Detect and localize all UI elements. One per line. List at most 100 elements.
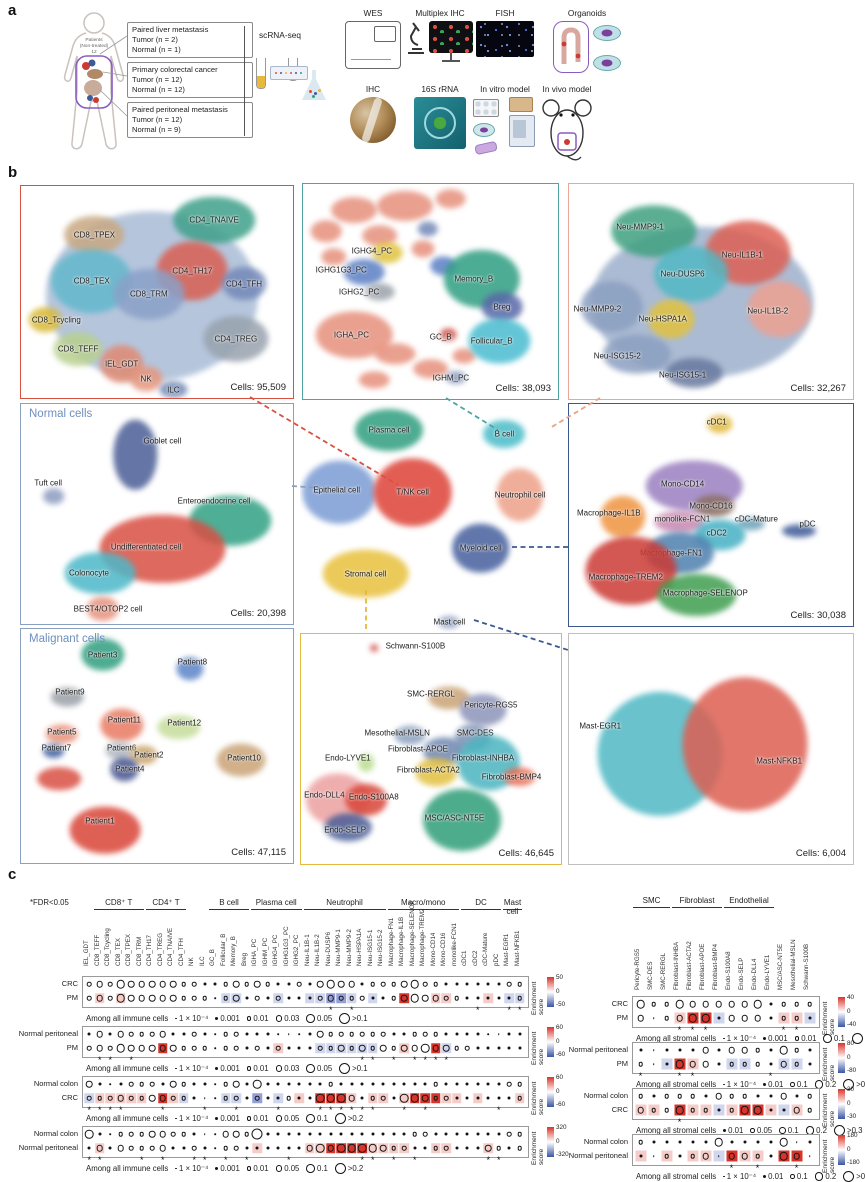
fraction-dot [318,1046,323,1051]
column-label: Macrophage-TREM2 [420,911,427,966]
size-legend-item: 0.01 [763,1172,783,1181]
fraction-dot [392,1033,395,1036]
fraction-dot [359,1045,366,1052]
fraction-dot [653,1155,655,1157]
column-group-header: SMC [633,896,670,908]
cluster-label: Endo-LYVE1 [325,754,371,763]
column-label: Endo-LYVE1 [765,909,772,990]
fraction-dot [234,1032,239,1037]
scale-word: Enrichment [822,989,829,1035]
column-group-header: Endothelial [724,896,774,908]
fraction-dot [702,1061,709,1068]
scale-word: Enrichment [531,1019,538,1065]
fraction-dot [277,983,280,986]
scale-word: score [829,1035,836,1081]
size-legend-item: 0.05 [306,1014,332,1023]
fraction-dot [96,1031,103,1038]
fraction-dot [85,1130,94,1139]
fraction-dot [337,1094,346,1103]
column-label: IGHM_PC [263,911,270,966]
fraction-dot [653,1017,655,1019]
fraction-dot [149,1131,156,1138]
cluster-label: Patient3 [88,650,117,659]
size-legend-item: 0.001 [215,1114,240,1123]
fraction-dot [728,1015,735,1022]
fraction-dot [287,1133,290,1136]
fraction-dot [411,1045,418,1052]
cluster-label: GC_B [430,332,452,341]
fraction-dot [651,1002,656,1007]
size-legend-value: 0.001 [220,1164,240,1173]
fraction-dot [487,1047,490,1050]
fraction-dot [717,1063,720,1066]
fraction-dot [298,997,301,1000]
column-label: Mono-CD14 [431,911,438,966]
fraction-dot [769,1063,772,1066]
row-label: Normal peritoneal [569,1151,628,1160]
cluster-label: Patient1 [85,816,114,825]
fraction-dot [717,1109,720,1112]
colorbar-tick: 180 [847,1132,858,1139]
fraction-dot [170,995,177,1002]
fraction-dot [371,1083,374,1086]
cluster-label: Breg [493,302,510,311]
column-label: Fibroblast-INHBA [674,909,681,990]
column-label: CD8_TEFF [95,911,102,966]
fraction-dot [287,1083,290,1086]
fraction-dot [701,1014,710,1023]
cluster-label: Endo-S100A8 [349,793,399,802]
colorbar-tick: -40 [847,1021,856,1028]
fraction-dot [87,1096,92,1101]
cell-count-label: Cells: 32,267 [791,383,846,394]
fraction-dot [664,1094,669,1099]
fraction-dot [288,1033,290,1035]
sample-box-line: Tumor (n = 12) [132,115,248,125]
cluster-label: cDC-Mature [735,515,778,524]
fraction-dot [192,996,197,1001]
column-label: Endo-S100A8 [726,909,733,990]
fraction-dot [128,995,135,1002]
fraction-dot [403,1083,406,1086]
fraction-dot [266,1033,269,1036]
significance-star: * [497,1157,501,1163]
significance-star: * [392,1157,396,1163]
sample-box-line: Normal (n = 9) [132,125,248,135]
cluster-label: Neu-HSPA1A [639,315,687,324]
fraction-dot [319,1133,322,1136]
cluster-label: Pericyte-RGS5 [464,701,517,710]
fraction-dot [443,1045,450,1052]
fraction-dot [108,996,113,1001]
size-legend-item: >0.2 [335,1113,363,1124]
cluster-label: Mast cell [434,618,466,627]
fraction-dot [139,1146,144,1151]
colon-icon [553,21,589,73]
fraction-dot [807,1002,812,1007]
column-label: IGHA_PC [252,911,259,966]
fraction-dot [755,1062,760,1067]
size-legend-dot [306,1114,315,1123]
fraction-dot [255,1096,260,1101]
fraction-dot [433,1146,438,1151]
size-legend-item: >0.4 [843,1171,865,1182]
fraction-dot [410,994,419,1003]
size-legend-item: 0.1 [306,1164,327,1173]
size-legend-item: 0.05 [276,1164,300,1173]
row-label: Normal colon [34,1129,78,1138]
column-label: Neu-MMP9-2 [347,911,354,966]
mouse-icon [537,97,597,161]
fraction-dot [675,1000,684,1009]
row-label: CRC [612,1105,628,1114]
method-label: 16S rRNA [421,84,458,94]
fraction-dot [234,1096,239,1101]
column-label: monolike-FCN1 [452,911,459,966]
fraction-dot [129,1096,134,1101]
column-label: Neu-ISG15-1 [368,911,375,966]
column-label: Fibroblast-ACTA2 [687,909,694,990]
fraction-dot [702,1153,709,1160]
fraction-dot [245,1097,248,1100]
fraction-dot [401,995,408,1002]
fraction-dot [223,996,228,1001]
cluster-label: Macrophage-IL1B [577,508,641,517]
